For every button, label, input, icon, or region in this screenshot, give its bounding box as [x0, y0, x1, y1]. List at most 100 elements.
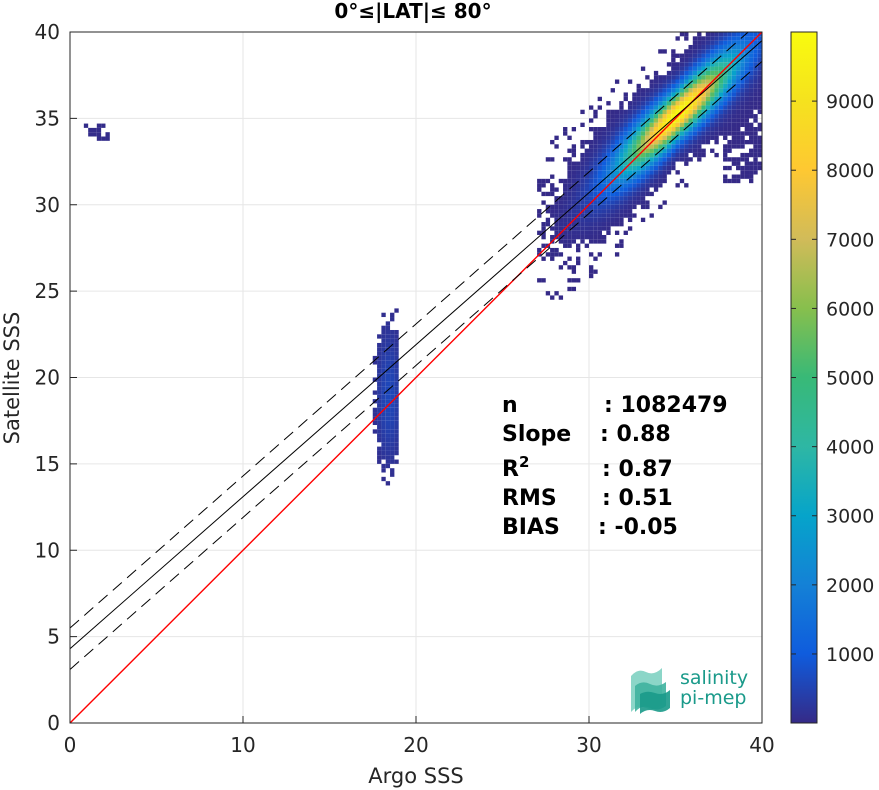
heatmap-cell	[394, 425, 399, 430]
heatmap-cell	[385, 334, 391, 339]
heatmap-cell	[688, 109, 693, 115]
heatmap-cell	[757, 101, 763, 106]
heatmap-cell	[576, 278, 581, 283]
heatmap-cell	[597, 96, 602, 102]
heatmap-cell	[671, 127, 676, 132]
heatmap-cell	[627, 170, 633, 175]
heatmap-cell	[753, 83, 758, 89]
heatmap-cell	[627, 118, 633, 123]
heatmap-cell	[589, 127, 594, 132]
heatmap-cell	[394, 381, 399, 387]
heatmap-cell	[688, 114, 693, 119]
heatmap-cell	[753, 53, 758, 58]
heatmap-cell	[679, 57, 685, 63]
heatmap-cell	[377, 446, 382, 451]
heatmap-cell	[727, 148, 732, 153]
heatmap-cell	[623, 131, 628, 136]
heatmap-cell	[653, 83, 659, 89]
heatmap-cell	[727, 131, 732, 136]
heatmap-cell	[571, 222, 577, 227]
heatmap-cell	[718, 118, 724, 123]
heatmap-cell	[390, 420, 395, 426]
heatmap-cell	[640, 178, 646, 184]
stat-label: R2	[502, 453, 529, 482]
heatmap-cell	[377, 390, 382, 395]
heatmap-cell	[662, 157, 667, 162]
heatmap-cell	[627, 79, 633, 84]
heatmap-cell	[619, 217, 624, 223]
heatmap-cell	[576, 183, 581, 188]
heatmap-cell	[385, 347, 391, 352]
heatmap-cell	[632, 139, 637, 145]
heatmap-cell	[593, 191, 598, 197]
heatmap-cell	[757, 88, 763, 93]
heatmap-cell	[679, 88, 685, 93]
heatmap-cell	[619, 187, 624, 192]
heatmap-cell	[649, 79, 654, 84]
heatmap-cell	[718, 49, 724, 54]
heatmap-cell	[684, 96, 689, 102]
heatmap-cell	[740, 70, 745, 76]
heatmap-cell	[614, 122, 620, 128]
heatmap-cell	[684, 36, 689, 41]
heatmap-cell	[697, 109, 702, 115]
heatmap-cell	[731, 118, 737, 123]
heatmap-cell	[679, 32, 685, 37]
heatmap-cell	[558, 239, 564, 244]
heatmap-cell	[632, 118, 637, 123]
heatmap-cell	[589, 165, 594, 171]
heatmap-cell	[597, 200, 602, 205]
heatmap-cell	[381, 386, 386, 391]
heatmap-cell	[744, 32, 750, 37]
heatmap-cell	[576, 243, 581, 248]
heatmap-cell	[390, 329, 395, 335]
heatmap-cell	[736, 144, 741, 149]
heatmap-cell	[636, 187, 641, 192]
heatmap-cell	[567, 230, 572, 235]
heatmap-cell	[558, 265, 564, 270]
heatmap-cell	[597, 187, 602, 192]
heatmap-cell	[692, 79, 698, 84]
heatmap-cell	[645, 96, 650, 102]
heatmap-cell	[675, 109, 680, 115]
heatmap-cell	[571, 239, 577, 244]
heatmap-cell	[381, 433, 386, 438]
heatmap-cell	[385, 412, 391, 417]
heatmap-cell	[701, 127, 706, 132]
heatmap-cell	[705, 92, 711, 97]
heatmap-cell	[757, 109, 763, 115]
heatmap-cell	[545, 191, 551, 197]
heatmap-cell	[640, 165, 646, 171]
heatmap-cell	[623, 170, 628, 175]
heatmap-cell	[753, 131, 758, 136]
heatmap-cell	[649, 152, 654, 158]
heatmap-cell	[601, 234, 607, 240]
heatmap-cell	[714, 101, 719, 106]
heatmap-cell	[645, 170, 650, 175]
heatmap-cell	[390, 355, 395, 361]
heatmap-cell	[584, 196, 590, 201]
heatmap-cell	[394, 355, 399, 361]
heatmap-cell	[589, 252, 594, 257]
heatmap-cell	[636, 101, 641, 106]
heatmap-cell	[623, 174, 628, 179]
heatmap-cell	[662, 152, 667, 158]
heatmap-cell	[679, 135, 685, 140]
heatmap-cell	[606, 127, 611, 132]
heatmap-cell	[632, 191, 637, 197]
heatmap-cell	[740, 105, 745, 110]
heatmap-cell	[658, 170, 663, 175]
heatmap-cell	[723, 109, 728, 115]
heatmap-cell	[385, 342, 391, 348]
stat-label: RMS	[502, 486, 557, 511]
heatmap-cell	[649, 183, 654, 188]
heatmap-cell	[550, 187, 555, 192]
heatmap-cell	[394, 308, 399, 313]
heatmap-cell	[606, 191, 611, 197]
heatmap-cell	[723, 101, 728, 106]
heatmap-cell	[377, 425, 382, 430]
heatmap-cell	[571, 230, 577, 235]
heatmap-cell	[589, 174, 594, 179]
heatmap-cell	[640, 196, 646, 201]
heatmap-cell	[666, 135, 672, 140]
